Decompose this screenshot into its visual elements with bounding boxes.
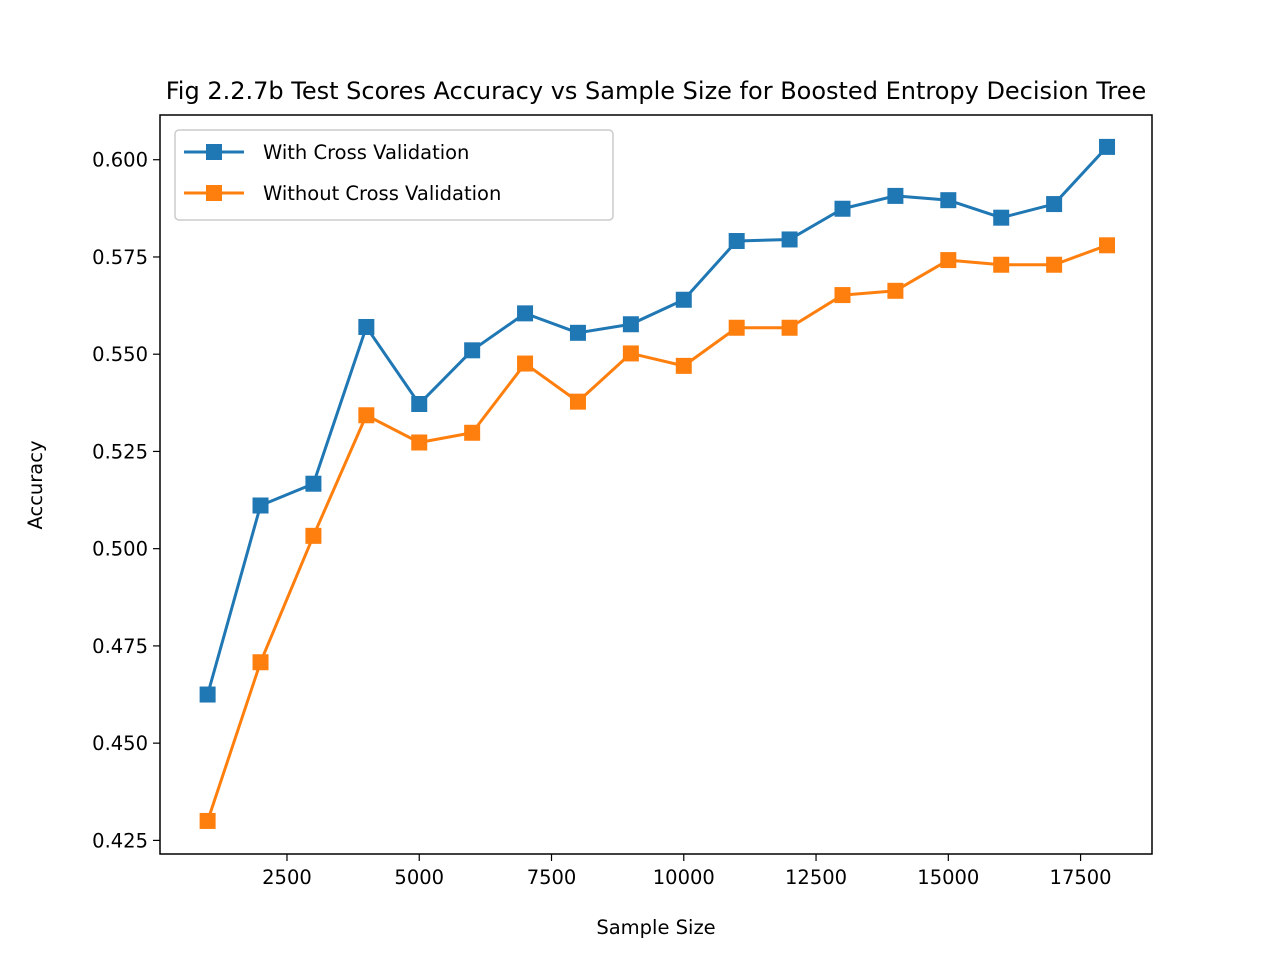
- data-point: [464, 424, 481, 441]
- data-point: [358, 407, 375, 424]
- data-point: [411, 434, 428, 451]
- data-point: [887, 282, 904, 299]
- chart-title: Fig 2.2.7b Test Scores Accuracy vs Sampl…: [166, 77, 1147, 105]
- series-line: [205, 243, 1109, 823]
- y-tick-label: 0.600: [92, 149, 148, 172]
- data-point: [358, 318, 375, 335]
- data-point: [728, 233, 745, 250]
- y-tick-label: 0.425: [92, 829, 148, 852]
- data-point: [411, 395, 428, 412]
- data-point: [199, 686, 216, 703]
- legend-label: Without Cross Validation: [263, 182, 501, 205]
- x-tick-label: 12500: [785, 866, 847, 889]
- legend-label: With Cross Validation: [263, 141, 469, 164]
- plot-area: [199, 138, 1116, 829]
- data-point: [305, 475, 322, 492]
- x-tick-label: 17500: [1050, 866, 1112, 889]
- x-tick-label: 7500: [527, 866, 577, 889]
- plot-frame: [159, 114, 1153, 855]
- data-point: [199, 812, 216, 829]
- data-point: [675, 291, 692, 308]
- x-tick-label: 15000: [917, 866, 979, 889]
- legend-box: [174, 129, 614, 221]
- y-tick-label: 0.525: [92, 440, 148, 463]
- x-tick-label: 10000: [653, 866, 715, 889]
- y-axis-label: Accuracy: [24, 440, 47, 529]
- data-point: [675, 357, 692, 374]
- y-axis: 0.425 0.450 0.475 0.500 0.525 0.550 0.575 0.600: [92, 149, 160, 852]
- data-point: [993, 209, 1010, 226]
- y-tick-label: 0.475: [92, 635, 148, 658]
- x-axis-label: Sample Size: [596, 916, 715, 939]
- series-2: [199, 237, 1116, 829]
- data-point: [1099, 237, 1116, 254]
- data-point: [993, 256, 1010, 273]
- legend-item: With Cross Validation: [184, 141, 469, 164]
- data-point: [887, 187, 904, 204]
- data-point: [252, 497, 269, 514]
- data-point: [569, 393, 586, 410]
- data-point: [517, 355, 534, 372]
- data-point: [622, 316, 639, 333]
- x-tick-label: 2500: [262, 866, 312, 889]
- data-point: [781, 231, 798, 248]
- data-point: [728, 319, 745, 336]
- series-1: [199, 138, 1116, 703]
- data-point: [940, 252, 957, 269]
- data-point: [1046, 256, 1063, 273]
- y-tick-label: 0.450: [92, 732, 148, 755]
- data-point: [464, 342, 481, 359]
- series-line: [205, 144, 1110, 697]
- data-point: [940, 192, 957, 209]
- x-tick-label: 5000: [394, 866, 444, 889]
- data-point: [252, 654, 269, 671]
- data-point: [834, 287, 851, 304]
- legend: With Cross Validation Without Cross Valid…: [174, 129, 614, 221]
- data-point: [781, 319, 798, 336]
- y-tick-label: 0.575: [92, 246, 148, 269]
- data-point: [834, 200, 851, 217]
- data-point: [569, 324, 586, 341]
- legend-marker: [206, 185, 222, 201]
- x-axis: 2500 5000 7500 10000 12500 15000 17500: [262, 854, 1112, 889]
- y-tick-label: 0.550: [92, 343, 148, 366]
- y-tick-label: 0.500: [92, 538, 148, 561]
- data-point: [517, 305, 534, 322]
- data-point: [1099, 138, 1116, 155]
- legend-marker: [206, 144, 222, 160]
- data-point: [305, 527, 322, 544]
- data-point: [1046, 196, 1063, 213]
- data-point: [622, 345, 639, 362]
- legend-item: Without Cross Validation: [184, 182, 501, 205]
